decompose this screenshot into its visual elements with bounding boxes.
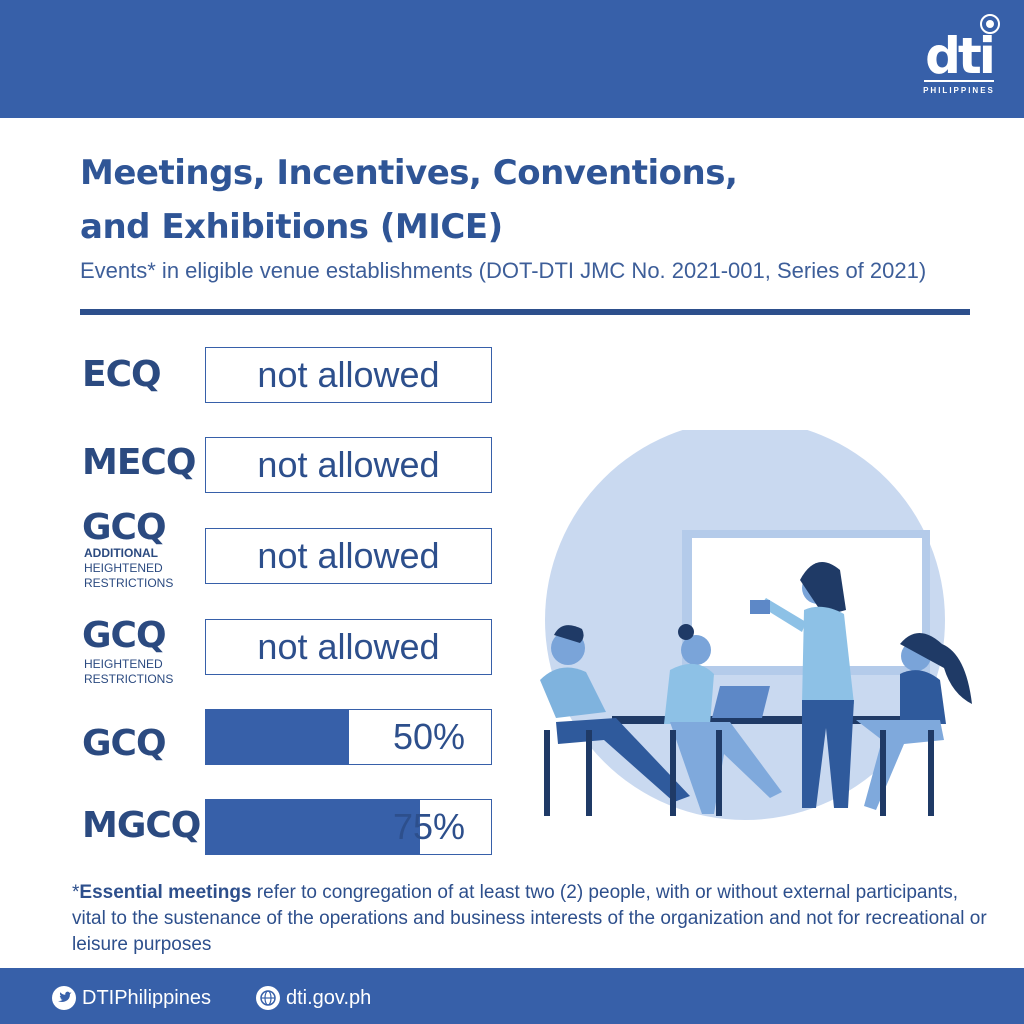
person-body xyxy=(540,667,606,718)
row-label-mgcq: MGCQ xyxy=(82,805,201,846)
capacity-bar-mgcq: 75% xyxy=(205,799,492,855)
footer-banner xyxy=(0,968,1024,1024)
capacity-bar-gcq: 50% xyxy=(205,709,492,765)
person-head xyxy=(681,635,711,665)
card xyxy=(750,600,770,614)
row-note-gcq-heightened: HEIGHTENED RESTRICTIONS xyxy=(84,657,173,687)
footnote-bold: Essential meetings xyxy=(79,882,252,903)
capacity-value: 50% xyxy=(392,716,465,757)
twitter-icon xyxy=(52,986,76,1010)
globe-icon xyxy=(256,986,280,1010)
website-url: dti.gov.ph xyxy=(286,986,372,1009)
row-label-gcq-heightened: GCQ xyxy=(82,615,167,656)
row-label-gcq: GCQ xyxy=(82,723,167,764)
twitter-handle: DTIPhilippines xyxy=(82,986,211,1009)
note-line: HEIGHTENED xyxy=(84,657,163,671)
title-line-2: and Exhibitions (MICE) xyxy=(80,207,503,247)
header-banner: dti PHILIPPINES xyxy=(0,0,1024,118)
row-label-ecq: ECQ xyxy=(82,354,162,395)
status-text: not allowed xyxy=(257,354,440,395)
status-box-mecq: not allowed xyxy=(205,437,492,493)
website-link[interactable]: dti.gov.ph xyxy=(256,986,371,1010)
capacity-fill xyxy=(206,710,349,764)
row-note-gcq-additional: ADDITIONAL HEIGHTENED RESTRICTIONS xyxy=(84,546,173,591)
row-label-gcq-additional: GCQ xyxy=(82,507,167,548)
status-box-gcq-heightened: not allowed xyxy=(205,619,492,675)
capacity-fill xyxy=(206,800,420,854)
note-line: RESTRICTIONS xyxy=(84,672,174,686)
note-bold: ADDITIONAL xyxy=(84,546,158,560)
capacity-value: 75% xyxy=(392,806,465,847)
status-text: not allowed xyxy=(257,444,440,485)
person-body xyxy=(664,663,714,724)
logo-rule xyxy=(924,80,994,82)
footnote-star: * xyxy=(72,882,80,903)
laptop xyxy=(712,686,770,718)
title-line-1: Meetings, Incentives, Conventions, xyxy=(80,153,738,193)
note-line: RESTRICTIONS xyxy=(84,576,174,590)
divider xyxy=(80,309,970,315)
status-text: not allowed xyxy=(257,535,440,576)
status-box-ecq: not allowed xyxy=(205,347,492,403)
footnote-text: refer to congregation of at least two (2… xyxy=(72,882,987,955)
logo-subtext: PHILIPPINES xyxy=(923,86,995,95)
page-subtitle: Events* in eligible venue establishments… xyxy=(80,258,927,283)
page-title: Meetings, Incentives, Conventions, and E… xyxy=(80,146,780,254)
table-top xyxy=(612,716,908,724)
meeting-illustration xyxy=(540,430,972,820)
dti-logo: dti PHILIPPINES xyxy=(916,14,1002,104)
logo-text: dti xyxy=(925,27,996,85)
note-line: HEIGHTENED xyxy=(84,561,163,575)
footnote: *Essential meetings refer to congregatio… xyxy=(72,880,992,958)
person-body xyxy=(900,670,946,724)
row-label-mecq: MECQ xyxy=(82,442,196,483)
person-body xyxy=(802,606,854,704)
twitter-link[interactable]: DTIPhilippines xyxy=(52,986,211,1010)
status-text: not allowed xyxy=(257,626,440,667)
sun-icon xyxy=(980,14,1000,34)
status-box-gcq-additional: not allowed xyxy=(205,528,492,584)
